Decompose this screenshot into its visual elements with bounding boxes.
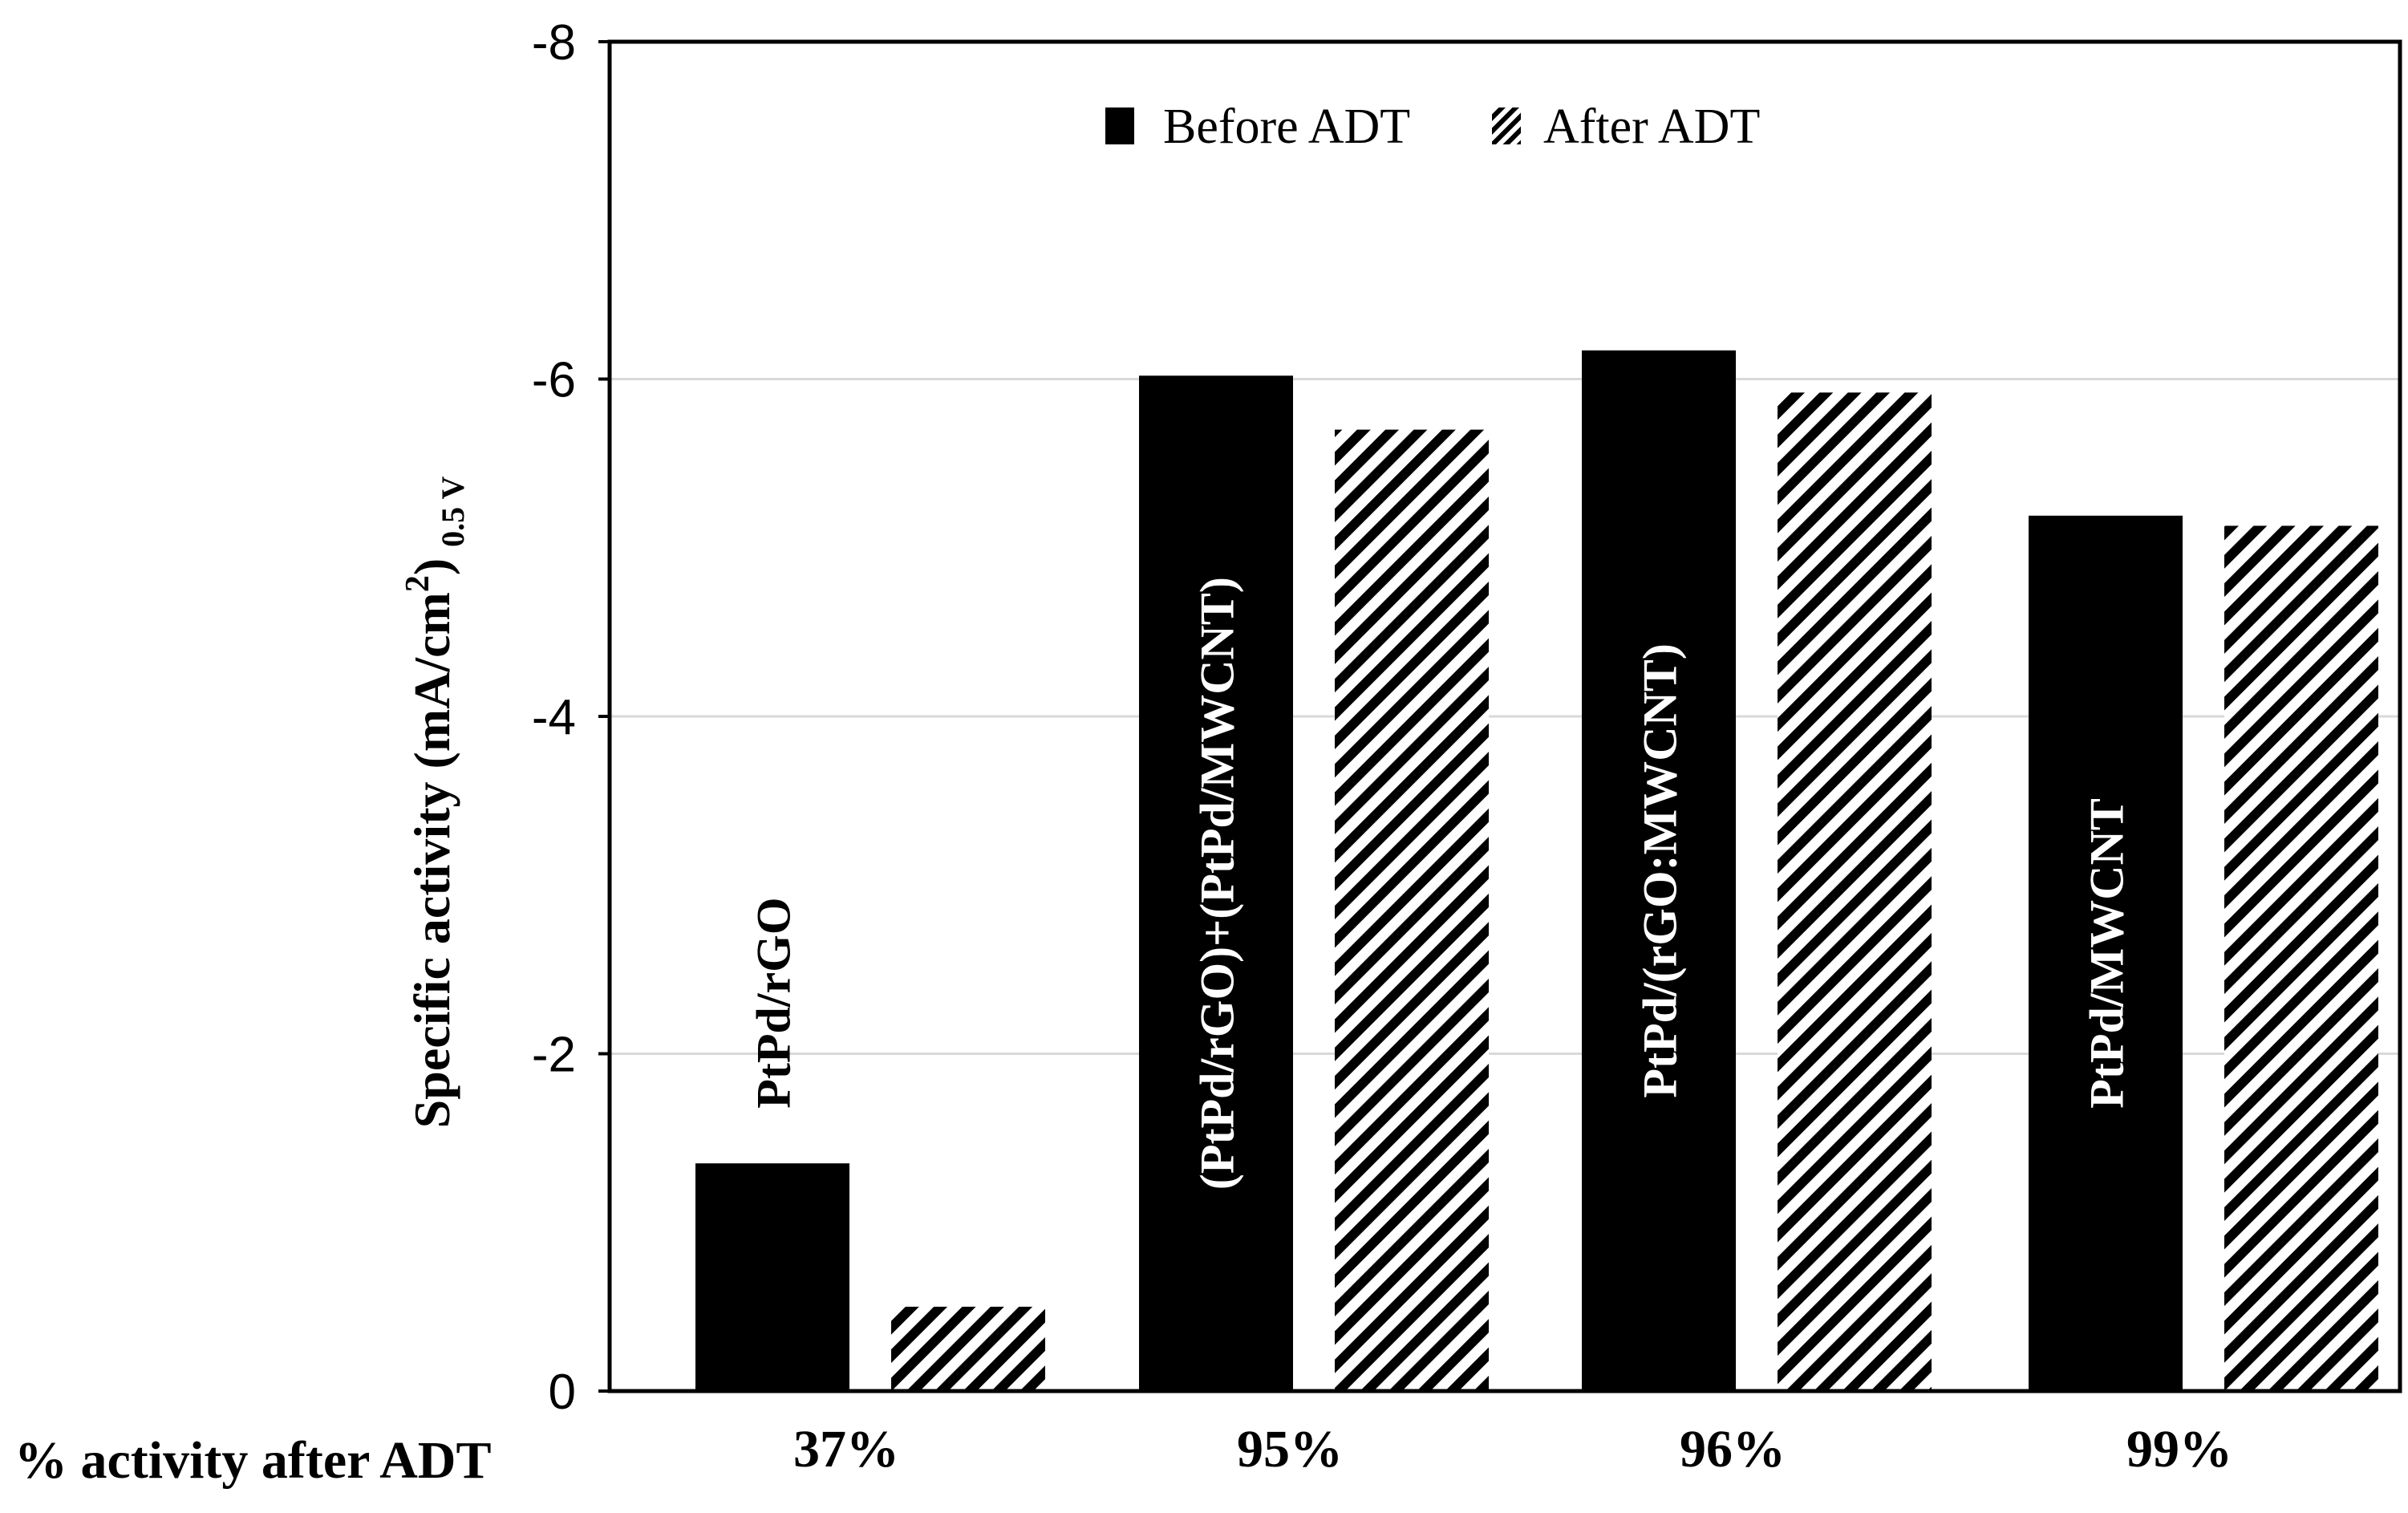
y-axis-title-sub: 0.5 V: [435, 477, 471, 547]
bars: [695, 350, 2378, 1392]
legend: Before ADT After ADT: [1105, 99, 1760, 154]
bar-after-adt: [891, 1306, 1045, 1391]
y-tick-label: -4: [532, 690, 576, 745]
y-tick-label: -8: [532, 15, 576, 71]
legend-label-after-adt: After ADT: [1543, 99, 1760, 154]
category-label: PtPd/MWCNT: [2081, 798, 2134, 1109]
category-label: PtPd/(rGO:MWCNT): [1634, 643, 1687, 1098]
retention-value: 99%: [2126, 1420, 2232, 1479]
axes: [598, 39, 2402, 1393]
y-axis-title-close: ): [403, 558, 460, 575]
y-tick-label: -2: [532, 1028, 576, 1083]
bar-after-adt: [1335, 429, 1489, 1392]
retention-value: 95%: [1237, 1420, 1343, 1479]
y-tick-label: 0: [549, 1365, 576, 1420]
y-tick-label: -6: [532, 353, 576, 408]
bar-before-adt: [1139, 375, 1293, 1391]
plot-border: [607, 39, 2402, 1393]
bar-before-adt: [2029, 515, 2183, 1391]
retention-value: 96%: [1680, 1420, 1786, 1479]
bar-before-adt: [1582, 350, 1736, 1391]
retention-row-label: % activity after ADT: [14, 1431, 491, 1490]
legend-swatch-after-adt: [1492, 107, 1521, 144]
bar-before-adt: [695, 1163, 849, 1391]
category-label: (PtPd/rGO)+(PtPd/MWCNT): [1191, 577, 1244, 1190]
legend-label-before-adt: Before ADT: [1163, 99, 1410, 154]
y-axis-title: Specific activity (mA/cm2) 0.5 V: [399, 477, 471, 1129]
category-label: PtPd/rGO: [748, 898, 801, 1109]
bar-after-adt: [1778, 392, 1932, 1391]
y-axis-title-sup: 2: [399, 575, 436, 592]
labels: -8 -6 -4 -2 0 PtPd/rGO 37% (PtPd/rGO)+(PtPd/MWC…: [532, 15, 2232, 1479]
legend-swatch-before-adt: [1105, 107, 1134, 144]
y-axis-title-main: Specific activity (mA/cm: [403, 592, 460, 1128]
bar-after-adt: [2224, 525, 2378, 1391]
retention-value: 37%: [793, 1420, 899, 1479]
